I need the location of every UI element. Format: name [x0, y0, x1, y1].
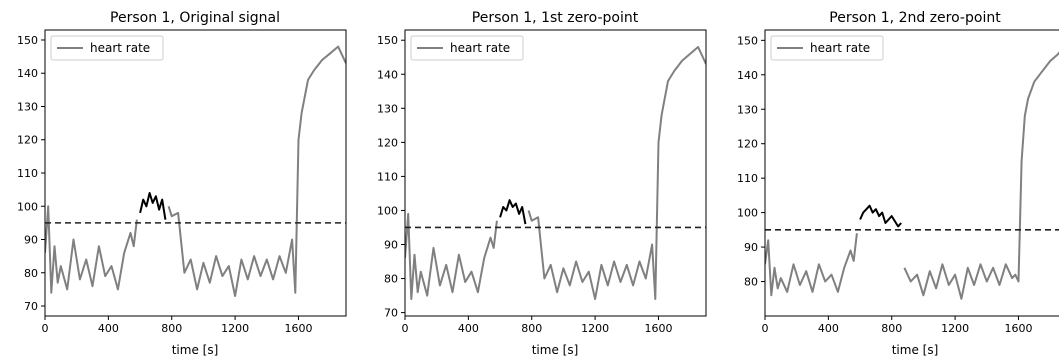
y-tick-label: 80	[384, 273, 398, 286]
series-line	[499, 199, 527, 225]
x-axis-label: time [s]	[532, 343, 579, 357]
panel-title: Person 1, Original signal	[110, 10, 280, 26]
y-tick-label: 110	[17, 167, 38, 180]
series-line	[859, 204, 902, 228]
x-tick-label: 800	[881, 322, 902, 335]
x-tick-label: 1600	[1004, 322, 1032, 335]
panel-2: Person 1, 2nd zero-point 0 400 800 1200 1600…	[737, 10, 1059, 357]
y-tick-label: 130	[737, 103, 758, 116]
legend-label: heart rate	[90, 41, 150, 55]
panel-title: Person 1, 1st zero-point	[472, 10, 639, 26]
x-tick-label: 1600	[284, 322, 312, 335]
legend: heart rate	[770, 35, 884, 61]
y-tick-label: 150	[737, 34, 758, 47]
x-tick-label: 400	[458, 322, 479, 335]
series-line	[139, 192, 167, 220]
y-tick-label: 110	[737, 172, 758, 185]
y-tick-label: 90	[384, 239, 398, 252]
panel-0: Person 1, Original signal 0 400 800 1200 160…	[17, 10, 347, 357]
x-tick-label: 400	[98, 322, 119, 335]
series-line	[405, 212, 498, 300]
legend-label: heart rate	[810, 41, 870, 55]
x-tick-label: 1200	[581, 322, 609, 335]
y-tick-label: 140	[17, 67, 38, 80]
series-line	[45, 205, 138, 294]
y-tick-label: 140	[377, 68, 398, 81]
x-tick-label: 800	[521, 322, 542, 335]
y-tick-label: 90	[24, 234, 38, 247]
y-tick-label: 100	[737, 207, 758, 220]
series-line	[527, 46, 706, 300]
y-tick-label: 120	[377, 136, 398, 149]
x-tick-label: 0	[402, 322, 409, 335]
x-tick-label: 1600	[644, 322, 672, 335]
legend: heart rate	[50, 35, 164, 61]
series-line	[167, 45, 346, 297]
x-tick-label: 0	[762, 322, 769, 335]
plot-frame	[764, 29, 1059, 317]
y-tick-label: 80	[24, 267, 38, 280]
y-tick-label: 150	[17, 34, 38, 47]
legend-label: heart rate	[450, 41, 510, 55]
y-tick-label: 100	[17, 200, 38, 213]
y-tick-label: 70	[24, 300, 38, 313]
legend: heart rate	[410, 35, 524, 61]
y-tick-label: 90	[744, 241, 758, 254]
y-tick-label: 130	[377, 102, 398, 115]
x-tick-label: 1200	[221, 322, 249, 335]
y-tick-label: 150	[377, 34, 398, 47]
y-tick-label: 130	[17, 100, 38, 113]
x-axis-label: time [s]	[172, 343, 219, 357]
x-tick-label: 800	[161, 322, 182, 335]
x-tick-label: 400	[818, 322, 839, 335]
x-tick-label: 1200	[941, 322, 969, 335]
series-line	[903, 51, 1059, 300]
y-tick-label: 120	[737, 138, 758, 151]
x-axis-label: time [s]	[892, 343, 939, 357]
y-tick-label: 140	[737, 69, 758, 82]
panel-title: Person 1, 2nd zero-point	[829, 10, 1001, 26]
y-tick-label: 120	[17, 134, 38, 147]
series-line	[765, 233, 858, 297]
panel-1: Person 1, 1st zero-point 0 400 800 1200 1600…	[377, 10, 707, 357]
y-tick-label: 100	[377, 204, 398, 217]
plot-frame	[404, 29, 707, 317]
y-tick-label: 80	[744, 276, 758, 289]
x-tick-label: 0	[42, 322, 49, 335]
y-tick-label: 70	[384, 307, 398, 320]
y-tick-label: 110	[377, 170, 398, 183]
